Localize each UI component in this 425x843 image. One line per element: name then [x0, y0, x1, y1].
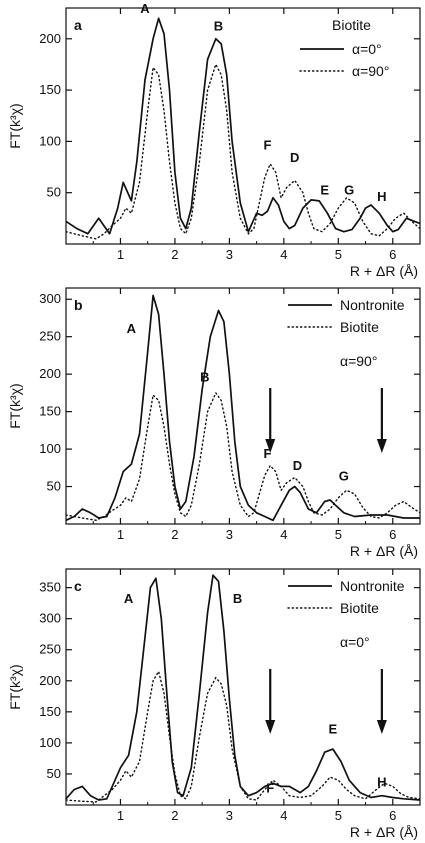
- legend-title: Biotite: [332, 17, 371, 33]
- panel-letter: c: [74, 578, 82, 594]
- peak-label: F: [264, 138, 272, 153]
- x-tick-label: 2: [171, 247, 178, 262]
- panel-a: 1 2 3 4 5 6 50 100 150 200 R + ΔR (Å) FT(k³χ) a A B F D E…: [7, 1, 421, 279]
- legend-note: α=90°: [340, 353, 377, 369]
- peak-label: E: [329, 722, 338, 737]
- x-tick-label: 5: [335, 527, 342, 542]
- peak-label: B: [214, 19, 223, 34]
- x-tick-label: 6: [389, 808, 396, 823]
- peak-label: G: [344, 183, 354, 198]
- x-tick-label: 4: [280, 808, 287, 823]
- y-axis-label: FT(k³χ): [7, 664, 23, 709]
- y-tick-label: 250: [39, 642, 61, 657]
- y-tick-label: 100: [39, 735, 61, 750]
- arrowhead-icon: [376, 439, 387, 453]
- y-tick-label: 200: [39, 673, 61, 688]
- curves: [66, 294, 420, 522]
- legend-entry: Biotite: [340, 319, 379, 335]
- legend-note: α=0°: [340, 634, 370, 650]
- peak-label: A: [140, 1, 150, 16]
- y-axis-label: FT(k³χ): [7, 103, 23, 148]
- y-tick-label: 150: [39, 704, 61, 719]
- y-tick-label: 50: [47, 479, 61, 494]
- x-tick-label: 2: [171, 808, 178, 823]
- legend-entry: Biotite: [340, 600, 379, 616]
- plot-frame: [65, 287, 421, 525]
- x-tick-label: 1: [117, 247, 124, 262]
- x-tick-label: 3: [226, 527, 233, 542]
- x-tick-label: 3: [226, 808, 233, 823]
- x-tick-label: 5: [335, 247, 342, 262]
- x-tick-label: 1: [117, 527, 124, 542]
- x-tick-label: 6: [389, 247, 396, 262]
- peak-label: A: [127, 321, 137, 336]
- peak-label: F: [266, 781, 274, 796]
- x-axis-label: R + ΔR (Å): [350, 543, 418, 559]
- series-line-dotted: [66, 62, 420, 240]
- peak-label: B: [233, 591, 242, 606]
- series-line-solid: [66, 17, 420, 235]
- panel-letter: a: [74, 17, 82, 33]
- peak-label: F: [264, 446, 272, 461]
- series-line-dotted: [66, 669, 420, 803]
- legend-entry: α=0°: [352, 41, 382, 57]
- x-tick-label: 4: [280, 247, 287, 262]
- y-axis-label: FT(k³χ): [7, 383, 23, 428]
- curves: [66, 17, 420, 240]
- curves: [66, 574, 420, 803]
- x-axis-label: R + ΔR (Å): [350, 824, 418, 840]
- peak-label: H: [377, 774, 386, 789]
- y-tick-label: 200: [39, 31, 61, 46]
- x-tick-label: 1: [117, 808, 124, 823]
- peak-label: D: [293, 458, 302, 473]
- series-line-solid: [66, 574, 420, 801]
- y-tick-label: 350: [39, 580, 61, 595]
- panel-b: 1 2 3 4 5 6 50 100 150 200 250 300 R + ΔR (Å) FT(k³χ)…: [7, 287, 421, 559]
- arrowhead-icon: [265, 720, 276, 734]
- y-tick-label: 200: [39, 366, 61, 381]
- y-tick-label: 100: [39, 133, 61, 148]
- series-line-dotted: [66, 391, 420, 522]
- peak-label: G: [339, 469, 349, 484]
- plot-frame: [65, 7, 421, 245]
- peak-label: A: [124, 591, 134, 606]
- arrowhead-icon: [265, 439, 276, 453]
- series-line-solid: [66, 294, 420, 522]
- peak-label: B: [200, 370, 209, 385]
- peak-label: H: [377, 189, 386, 204]
- y-tick-label: 250: [39, 329, 61, 344]
- y-tick-label: 50: [47, 185, 61, 200]
- peak-label: E: [320, 183, 329, 198]
- x-tick-label: 6: [389, 527, 396, 542]
- y-tick-label: 50: [47, 766, 61, 781]
- legend-entry: Nontronite: [340, 297, 405, 313]
- peak-label: D: [290, 150, 299, 165]
- x-tick-label: 5: [335, 808, 342, 823]
- x-axis-label: R + ΔR (Å): [350, 263, 418, 279]
- y-tick-label: 300: [39, 291, 61, 306]
- x-tick-label: 3: [226, 247, 233, 262]
- x-tick-label: 2: [171, 527, 178, 542]
- y-tick-label: 300: [39, 611, 61, 626]
- arrowhead-icon: [376, 720, 387, 734]
- y-tick-label: 150: [39, 82, 61, 97]
- y-tick-label: 150: [39, 404, 61, 419]
- legend-entry: Nontronite: [340, 578, 405, 594]
- panel-c: 1 2 3 4 5 6 50 100 150 200 250 300 350 R + ΔR (Å) FT(k…: [7, 568, 421, 840]
- plot-frame: [65, 568, 421, 806]
- x-tick-label: 4: [280, 527, 287, 542]
- legend-entry: α=90°: [352, 63, 389, 79]
- panel-letter: b: [74, 297, 83, 313]
- y-tick-label: 100: [39, 441, 61, 456]
